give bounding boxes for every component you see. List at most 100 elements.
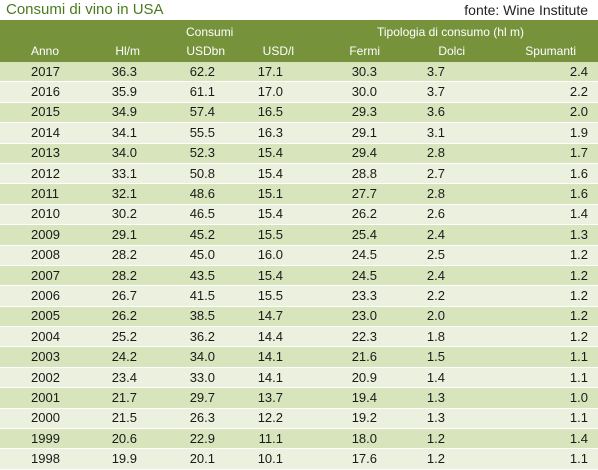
- cell-usdl: 17.1: [225, 62, 295, 83]
- cell-usdl: 17.0: [225, 81, 295, 103]
- cell-hlm: 34.0: [95, 143, 145, 164]
- source-note: fonte: Wine Institute: [464, 2, 588, 18]
- cell-dolci: 1.3: [405, 408, 470, 430]
- cell-fermi: 17.6: [295, 448, 405, 470]
- table-header: Consumi Tipologia di consumo (hl m) Anno…: [0, 22, 598, 62]
- cell-dolci: 3.6: [405, 102, 470, 124]
- cell-fermi: 18.0: [295, 428, 405, 450]
- cell-anno: 2013: [0, 143, 95, 164]
- cell-spumanti: 1.6: [470, 183, 598, 205]
- table-row: 2008 28.2 45.0 16.0 24.5 2.5 1.2: [0, 245, 598, 266]
- cell-hlm: 29.1: [95, 224, 145, 246]
- cell-anno: 2000: [0, 408, 95, 430]
- cell-anno: 2004: [0, 326, 95, 348]
- cell-fermi: 27.7: [295, 183, 405, 205]
- cell-dolci: 2.4: [405, 224, 470, 246]
- table-row: 2015 34.9 57.4 16.5 29.3 3.6 2.0: [0, 102, 598, 124]
- cell-dolci: 2.5: [405, 245, 470, 266]
- cell-fermi: 26.2: [295, 204, 405, 226]
- cell-hlm: 34.9: [95, 102, 145, 124]
- title-row: Consumi di vino in USA fonte: Wine Insti…: [0, 0, 598, 22]
- cell-anno: 2011: [0, 183, 95, 205]
- cell-anno: 2010: [0, 204, 95, 226]
- cell-usdbn: 46.5: [145, 204, 225, 226]
- cell-usdbn: 62.2: [145, 62, 225, 83]
- cell-usdl: 14.4: [225, 326, 295, 348]
- table-row: 2011 32.1 48.6 15.1 27.7 2.8 1.6: [0, 183, 598, 205]
- cell-usdbn: 45.0: [145, 245, 225, 266]
- cell-fermi: 20.9: [295, 367, 405, 389]
- cell-usdbn: 57.4: [145, 102, 225, 124]
- table-row: 2006 26.7 41.5 15.5 23.3 2.2 1.2: [0, 285, 598, 307]
- cell-hlm: 25.2: [95, 326, 145, 348]
- table-row: 2014 34.1 55.5 16.3 29.1 3.1 1.9: [0, 122, 598, 144]
- cell-fermi: 23.0: [295, 306, 405, 328]
- cell-usdbn: 29.7: [145, 387, 225, 409]
- sheet-title: Consumi di vino in USA: [6, 1, 164, 18]
- cell-anno: 2012: [0, 163, 95, 185]
- cell-spumanti: 2.4: [470, 62, 598, 83]
- table-row: 2000 21.5 26.3 12.2 19.2 1.3 1.1: [0, 408, 598, 430]
- cell-hlm: 19.9: [95, 448, 145, 470]
- cell-dolci: 3.7: [405, 62, 470, 83]
- cell-hlm: 30.2: [95, 204, 145, 226]
- cell-usdbn: 33.0: [145, 367, 225, 389]
- cell-spumanti: 1.0: [470, 387, 598, 409]
- table-row: 2002 23.4 33.0 14.1 20.9 1.4 1.1: [0, 367, 598, 389]
- cell-anno: 2009: [0, 224, 95, 246]
- cell-hlm: 20.6: [95, 428, 145, 450]
- cell-spumanti: 1.2: [470, 306, 598, 328]
- cell-hlm: 33.1: [95, 163, 145, 185]
- cell-usdl: 15.4: [225, 143, 295, 164]
- cell-usdl: 14.7: [225, 306, 295, 328]
- cell-anno: 1999: [0, 428, 95, 450]
- cell-hlm: 36.3: [95, 62, 145, 83]
- cell-usdl: 15.1: [225, 183, 295, 205]
- cell-spumanti: 1.4: [470, 204, 598, 226]
- cell-anno: 2017: [0, 62, 95, 83]
- table-row: 2005 26.2 38.5 14.7 23.0 2.0 1.2: [0, 306, 598, 328]
- cell-fermi: 30.0: [295, 81, 405, 103]
- cell-dolci: 1.2: [405, 428, 470, 450]
- table-row: 2001 21.7 29.7 13.7 19.4 1.3 1.0: [0, 387, 598, 409]
- table-row: 2012 33.1 50.8 15.4 28.8 2.7 1.6: [0, 163, 598, 185]
- cell-fermi: 29.1: [295, 122, 405, 144]
- cell-usdbn: 55.5: [145, 122, 225, 144]
- cell-anno: 2002: [0, 367, 95, 389]
- cell-anno: 2001: [0, 387, 95, 409]
- cell-usdbn: 48.6: [145, 183, 225, 205]
- cell-hlm: 28.2: [95, 245, 145, 266]
- cell-spumanti: 1.4: [470, 428, 598, 450]
- cell-usdbn: 61.1: [145, 81, 225, 103]
- cell-fermi: 29.4: [295, 143, 405, 164]
- table-row: 2007 28.2 43.5 15.4 24.5 2.4 1.2: [0, 265, 598, 287]
- cell-dolci: 3.7: [405, 81, 470, 103]
- cell-spumanti: 1.2: [470, 245, 598, 266]
- cell-dolci: 1.4: [405, 367, 470, 389]
- cell-usdl: 13.7: [225, 387, 295, 409]
- cell-dolci: 1.3: [405, 387, 470, 409]
- table-row: 1998 19.9 20.1 10.1 17.6 1.2 1.1: [0, 448, 598, 470]
- table-row: 2003 24.2 34.0 14.1 21.6 1.5 1.1: [0, 346, 598, 368]
- cell-fermi: 29.3: [295, 102, 405, 124]
- cell-hlm: 28.2: [95, 265, 145, 287]
- table-row: 2013 34.0 52.3 15.4 29.4 2.8 1.7: [0, 143, 598, 164]
- cell-usdl: 12.2: [225, 408, 295, 430]
- column-header-usdl: USD/l: [262, 44, 294, 58]
- column-header-hlm: Hl/m: [115, 44, 140, 58]
- cell-hlm: 35.9: [95, 81, 145, 103]
- cell-anno: 2006: [0, 285, 95, 307]
- cell-hlm: 21.7: [95, 387, 145, 409]
- cell-hlm: 21.5: [95, 408, 145, 430]
- column-header-anno: Anno: [31, 44, 60, 58]
- cell-spumanti: 1.7: [470, 143, 598, 164]
- cell-fermi: 25.4: [295, 224, 405, 246]
- cell-dolci: 3.1: [405, 122, 470, 144]
- cell-dolci: 1.2: [405, 448, 470, 470]
- cell-spumanti: 2.0: [470, 102, 598, 124]
- cell-fermi: 22.3: [295, 326, 405, 348]
- cell-usdl: 14.1: [225, 346, 295, 368]
- cell-hlm: 23.4: [95, 367, 145, 389]
- table-row: 1999 20.6 22.9 11.1 18.0 1.2 1.4: [0, 428, 598, 450]
- cell-spumanti: 1.1: [470, 367, 598, 389]
